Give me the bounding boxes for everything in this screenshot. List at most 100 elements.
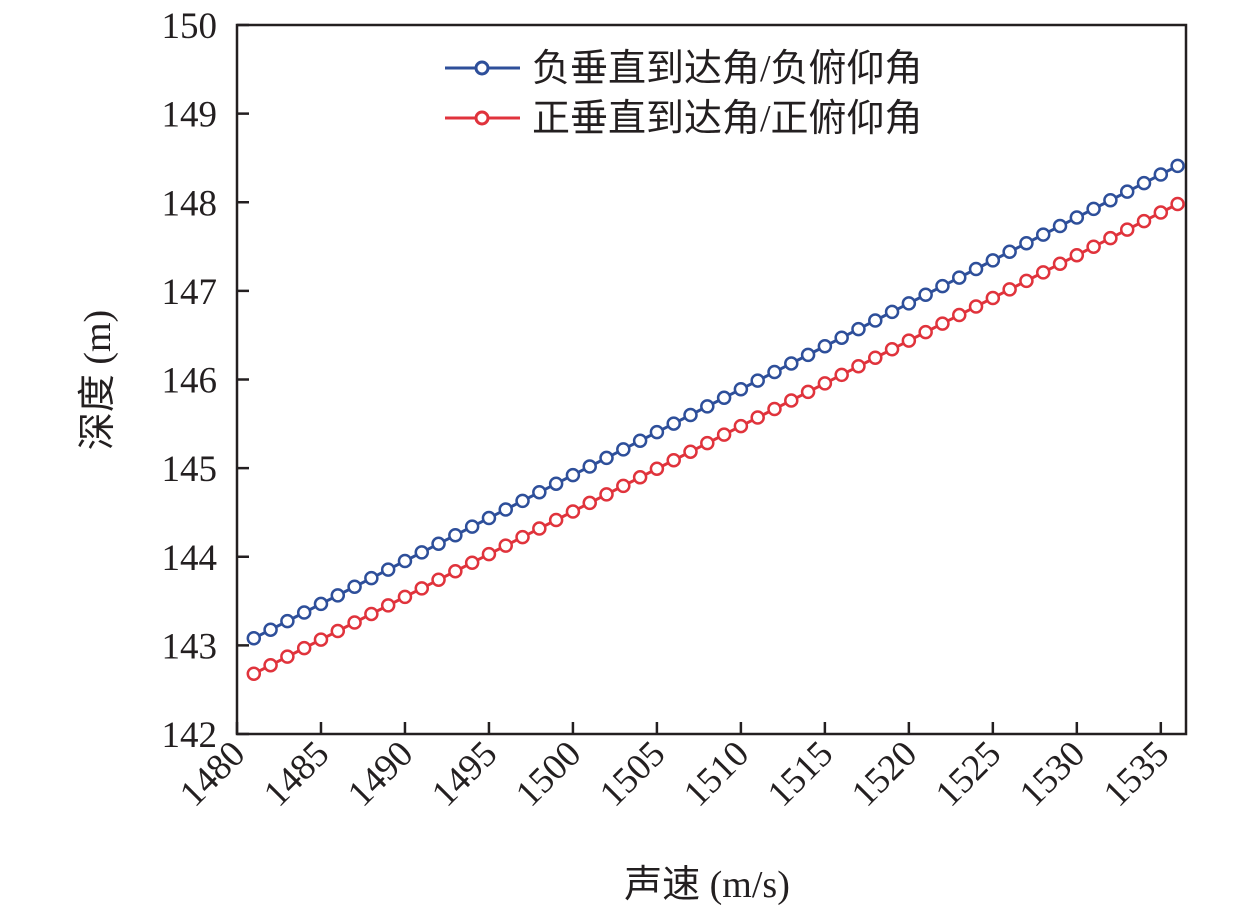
series-2-point-12 xyxy=(431,572,446,588)
series-2-point-22 xyxy=(599,487,614,502)
series-1-point-4 xyxy=(296,605,312,620)
legend-label-series-1: 负垂直到达角/负俯仰角 xyxy=(532,48,923,90)
series-1-point-50 xyxy=(1069,210,1085,225)
series-2-point-38 xyxy=(868,350,883,365)
series-1-point-35 xyxy=(817,339,833,354)
x-tick-label-1535: 1535 xyxy=(1096,733,1177,814)
series-1-point-45 xyxy=(985,253,1001,268)
y-tick-label-147: 147 xyxy=(162,272,218,313)
series-2-point-33 xyxy=(784,393,799,408)
series-1-point-37 xyxy=(851,321,866,337)
y-tick-label-148: 148 xyxy=(162,183,218,224)
y-tick-label-143: 143 xyxy=(162,626,218,667)
x-tick-label-1485: 1485 xyxy=(256,733,337,814)
series-1-point-46 xyxy=(1002,244,1017,260)
series-1-point-7 xyxy=(347,579,362,594)
legend-marker-series-1 xyxy=(474,60,490,76)
series-1-point-15 xyxy=(481,510,497,526)
series-1-point-24 xyxy=(632,433,648,448)
series-1-point-48 xyxy=(1035,227,1051,242)
series-layer xyxy=(246,158,1185,681)
series-1-point-52 xyxy=(1103,193,1118,208)
series-1-point-29 xyxy=(716,390,732,406)
series-2-point-9 xyxy=(380,598,396,613)
series-2-point-28 xyxy=(700,435,715,451)
series-1-point-43 xyxy=(952,270,967,285)
y-axis-ticks: 142 143 144 145 146 147 148 149 150 xyxy=(162,6,249,756)
y-tick-label-144: 144 xyxy=(162,538,218,579)
series-1-point-28 xyxy=(700,399,715,414)
series-2-point-39 xyxy=(884,341,900,357)
series-2-point-56 xyxy=(1170,196,1185,212)
series-1-point-54 xyxy=(1136,175,1152,191)
series-2-point-34 xyxy=(800,384,816,400)
series-2-point-13 xyxy=(448,564,463,579)
series-1-point-22 xyxy=(599,450,614,466)
series-2-point-55 xyxy=(1153,205,1169,220)
series-2-point-6 xyxy=(330,623,346,639)
series-1-point-12 xyxy=(431,536,446,552)
series-1-point-16 xyxy=(498,502,513,517)
series-1-point-18 xyxy=(532,485,547,500)
series-1-point-42 xyxy=(935,278,950,294)
x-tick-label-1510: 1510 xyxy=(676,733,757,814)
series-2-point-40 xyxy=(901,333,917,348)
series-1-point-30 xyxy=(733,381,749,397)
series-2-point-18 xyxy=(532,521,547,536)
series-2-point-2 xyxy=(263,657,278,673)
series-1-point-21 xyxy=(582,459,597,474)
series-2-point-15 xyxy=(481,546,497,562)
y-tick-label-142: 142 xyxy=(162,715,218,756)
x-axis-ticks: 1480 1485 1490 1495 1500 1505 1510 1515 1520 1525… xyxy=(172,722,1177,815)
series-2-point-47 xyxy=(1019,273,1034,289)
x-tick-label-1495: 1495 xyxy=(424,733,505,814)
series-2-point-23 xyxy=(616,478,631,494)
series-2-point-51 xyxy=(1086,239,1101,254)
series-2-point-21 xyxy=(582,495,597,511)
series-2-point-4 xyxy=(296,640,312,656)
series-1-point-51 xyxy=(1086,201,1101,217)
series-1-point-31 xyxy=(750,373,765,388)
y-tick-label-150: 150 xyxy=(162,6,218,47)
series-2-point-35 xyxy=(817,376,833,391)
series-1-point-53 xyxy=(1119,184,1135,199)
series-2-point-53 xyxy=(1119,222,1135,237)
series-1-point-17 xyxy=(515,493,530,509)
series-2-point-52 xyxy=(1103,230,1118,246)
y-tick-label-145: 145 xyxy=(162,449,218,490)
series-2-point-37 xyxy=(851,359,866,374)
series-2-point-29 xyxy=(716,427,732,442)
series-2-point-50 xyxy=(1069,248,1085,263)
series-1-point-20 xyxy=(565,467,581,483)
x-tick-label-1500: 1500 xyxy=(508,733,589,814)
series-2-point-44 xyxy=(968,299,984,314)
series-1-point-56 xyxy=(1170,158,1185,174)
legend: 负垂直到达角/负俯仰角 正垂直到达角/正俯仰角 xyxy=(445,48,923,140)
y-tick-label-149: 149 xyxy=(162,95,218,136)
x-tick-label-1530: 1530 xyxy=(1012,733,1093,814)
series-2-point-36 xyxy=(834,367,849,383)
series-1-point-40 xyxy=(901,296,917,311)
series-2-point-43 xyxy=(952,307,967,323)
series-2-point-25 xyxy=(649,461,665,477)
series-1-point-41 xyxy=(918,287,933,302)
series-2-point-48 xyxy=(1035,265,1051,280)
series-1-point-44 xyxy=(968,261,984,277)
legend-label-series-2: 正垂直到达角/正俯仰角 xyxy=(532,98,923,140)
series-1-point-3 xyxy=(280,613,295,629)
series-1-point-5 xyxy=(313,596,329,612)
x-tick-label-1505: 1505 xyxy=(592,733,673,814)
series-1-point-11 xyxy=(414,545,430,560)
series-2-point-42 xyxy=(935,316,950,331)
series-1-point-39 xyxy=(884,304,900,320)
series-1-point-1 xyxy=(246,631,262,646)
series-1-point-2 xyxy=(263,622,278,637)
series-2-point-11 xyxy=(414,581,430,596)
series-2-point-16 xyxy=(498,538,513,553)
y-axis-title: 深度 (m) xyxy=(77,310,119,450)
series-1-point-26 xyxy=(666,416,681,431)
series-2-point-17 xyxy=(515,529,530,545)
series-2-point-45 xyxy=(985,290,1001,306)
series-2-point-41 xyxy=(918,324,933,340)
series-2-point-5 xyxy=(313,632,329,647)
